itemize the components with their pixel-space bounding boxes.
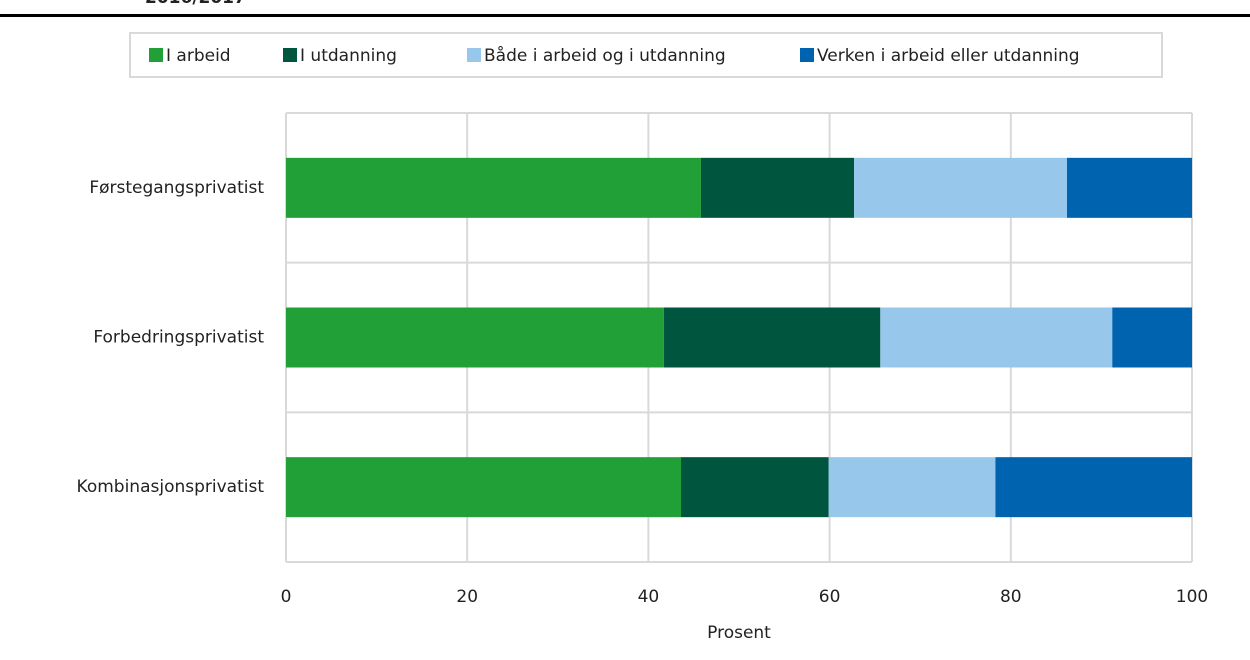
legend-label: Både i arbeid og i utdanning — [484, 45, 726, 66]
y-tick-label: Kombinasjonsprivatist — [77, 477, 265, 497]
bar-segment — [828, 457, 996, 518]
x-tick-label: 100 — [1176, 587, 1208, 607]
x-tick-label: 80 — [1000, 587, 1022, 607]
legend-box — [129, 32, 1163, 78]
bar-segment — [1066, 157, 1192, 218]
y-tick-label: Førstegangsprivatist — [89, 178, 264, 198]
legend-swatch — [149, 48, 163, 62]
bar-segment — [286, 157, 701, 218]
x-axis-label: Prosent — [707, 623, 771, 643]
legend-swatch — [800, 48, 814, 62]
x-tick-label: 0 — [281, 587, 292, 607]
legend-swatch — [467, 48, 481, 62]
bar-segment — [286, 457, 682, 518]
bar-segment — [681, 457, 829, 518]
x-tick-label: 40 — [638, 587, 660, 607]
bar-segment — [1112, 307, 1192, 368]
legend-label: I utdanning — [300, 46, 397, 66]
bar-segment — [700, 157, 855, 218]
legend-label: I arbeid — [166, 46, 231, 66]
x-tick-label: 20 — [456, 587, 478, 607]
bar-segment — [663, 307, 881, 368]
y-tick-label: Forbedringsprivatist — [93, 328, 264, 348]
legend-label: Verken i arbeid eller utdanning — [817, 46, 1080, 66]
x-tick-label: 60 — [819, 587, 841, 607]
bar-segment — [286, 307, 664, 368]
bar-segment — [880, 307, 1113, 368]
legend-swatch — [283, 48, 297, 62]
chart-subtitle: 2016/2017 — [145, 0, 246, 8]
bar-segment — [854, 157, 1067, 218]
header-rule — [0, 14, 1250, 17]
bar-segment — [995, 457, 1192, 518]
